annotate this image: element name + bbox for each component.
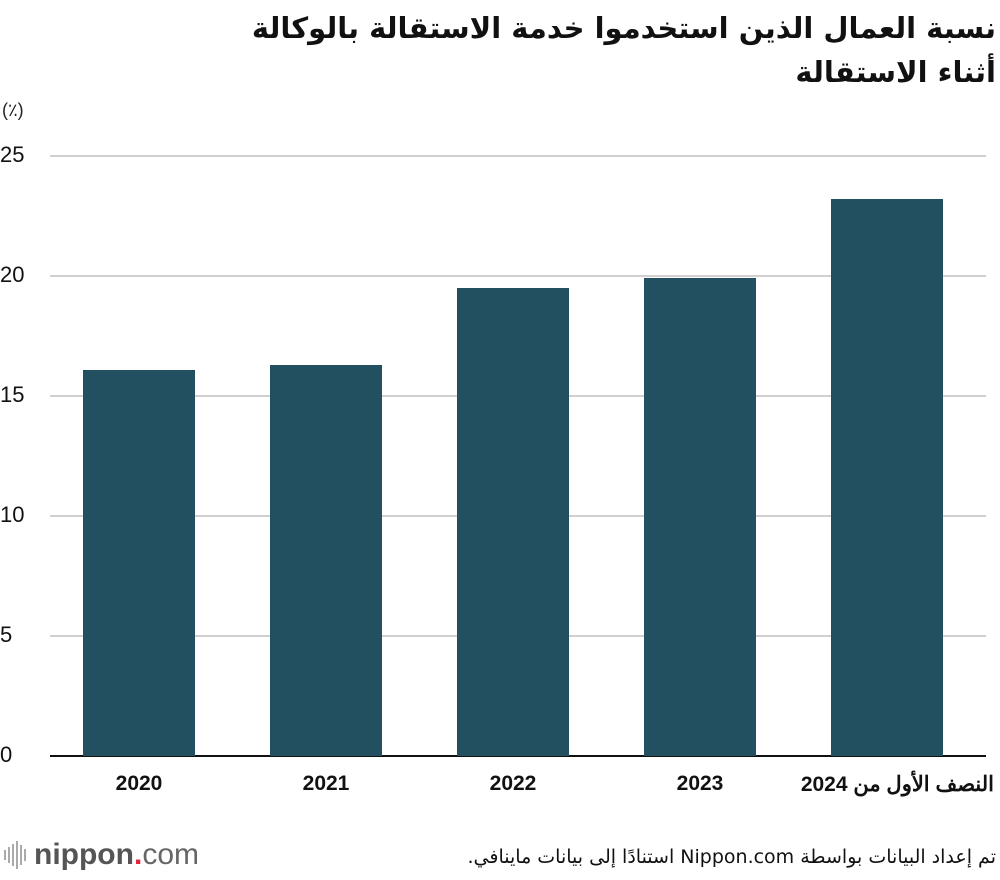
y-axis-unit-label: (٪) (2, 100, 24, 120)
chart-title: نسبة العمال الذين استخدموا خدمة الاستقال… (96, 6, 996, 94)
logo-dot: . (133, 838, 143, 871)
x-tick-label: النصف الأول من 2024 (800, 773, 994, 796)
bar-2021 (270, 364, 382, 756)
y-tick-label: 20 (0, 262, 25, 287)
logo-soundwave-icon (4, 841, 26, 869)
bar-2023 (644, 278, 756, 756)
bar-2022 (457, 288, 569, 756)
logo-name: nippon (34, 838, 134, 871)
x-axis-baseline (50, 755, 986, 757)
y-tick-label: 0 (0, 742, 13, 767)
x-tick-label: 2021 (302, 772, 350, 795)
bar-النصف الأول من 2024 (831, 199, 943, 756)
x-tick-label: 2022 (489, 772, 537, 795)
source-note: تم إعداد البيانات بواسطة Nippon.com استن… (467, 846, 996, 868)
x-tick-label: 2023 (676, 772, 724, 795)
gridline-20 (50, 275, 986, 277)
nippon-logo: nippon.com (4, 838, 199, 872)
chart-title-line1: نسبة العمال الذين استخدموا خدمة الاستقال… (251, 11, 996, 45)
y-tick-label: 10 (0, 502, 25, 527)
y-tick-label: 25 (0, 142, 25, 167)
bar-2020 (83, 369, 195, 756)
logo-wordmark: nippon.com (34, 838, 199, 872)
y-tick-label: 5 (0, 622, 13, 647)
logo-tld: com (142, 838, 199, 871)
chart-title-line2: أثناء الاستقالة (795, 55, 996, 89)
gridline-25 (50, 155, 986, 157)
x-tick-label: 2020 (115, 772, 163, 795)
y-tick-label: 15 (0, 382, 25, 407)
plot-area (50, 155, 986, 757)
